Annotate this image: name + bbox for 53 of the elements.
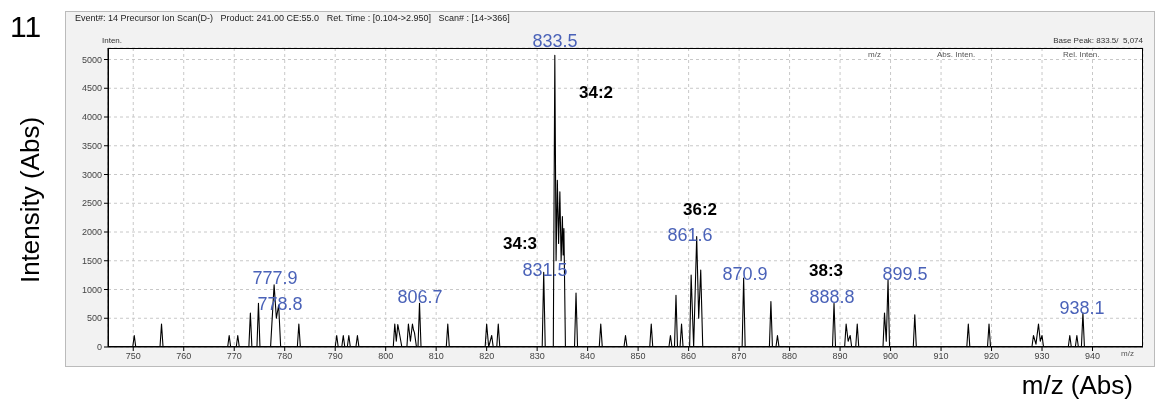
y-tick-label: 3000 (81, 169, 102, 180)
x-tick-label: 930 (1034, 351, 1050, 362)
x-tick-label: 860 (681, 351, 697, 362)
x-tick-label: 890 (832, 351, 848, 362)
annotation: 34:2 (578, 83, 614, 102)
y-tick-label: 0 (96, 342, 102, 353)
y-tick-label: 1500 (81, 255, 102, 266)
annotation: 34:3 (502, 234, 538, 253)
x-tick-label: 880 (782, 351, 798, 362)
x-tick-label: 920 (984, 351, 1000, 362)
x-tick-label: 770 (226, 351, 242, 362)
annotation: 861.6 (667, 225, 713, 245)
x-tick-label: 870 (731, 351, 747, 362)
annotation: 806.7 (397, 287, 443, 307)
x-tick-label: 900 (883, 351, 899, 362)
x-tick-label: 760 (176, 351, 192, 362)
x-tick-label: 750 (125, 351, 141, 362)
x-tick-label: 790 (327, 351, 343, 362)
text: Inten. (102, 36, 123, 45)
text: m/z (1121, 349, 1134, 358)
annotation: 38:3 (808, 261, 844, 280)
x-tick-label: 850 (630, 351, 646, 362)
x-tick-label: 910 (933, 351, 949, 362)
annotation: 777.9 (252, 268, 298, 288)
annotation: 888.8 (809, 287, 855, 307)
y-tick-label: 3500 (81, 140, 102, 151)
y-tick-label: 4000 (81, 112, 102, 123)
annotation: 833.5 (532, 31, 578, 51)
annotation: 870.9 (722, 264, 768, 284)
chart-title: Event#: 14 Precursor Ion Scan(D-) Product: 241.00 CE:55.0 Ret. Time : [0.104->2.950] Scan# : [14->366] (75, 13, 510, 23)
y-tick-label: 500 (86, 313, 102, 324)
y-axis-title: Intensity (Abs) (14, 116, 46, 284)
y-tick-label: 5000 (81, 54, 102, 65)
text: 11 (10, 10, 42, 43)
annotation: Abs. Inten. (937, 50, 976, 59)
y-tick-label: 2500 (81, 198, 102, 209)
x-tick-label: 830 (529, 351, 545, 362)
annotation: 899.5 (882, 264, 928, 284)
x-tick-label: 940 (1085, 351, 1101, 362)
annotation: 938.1 (1059, 298, 1105, 318)
annotation: m/z (868, 50, 881, 59)
y-tick-label: 2000 (81, 227, 102, 238)
x-tick-label: 800 (378, 351, 394, 362)
annotation: Rel. Inten. (1063, 50, 1100, 59)
annotation: 36:2 (682, 200, 718, 219)
x-tick-label: 840 (580, 351, 596, 362)
x-tick-label: 810 (428, 351, 444, 362)
y-tick-label: 4500 (81, 83, 102, 94)
x-axis-title: m/z (Abs) (1021, 370, 1133, 401)
text: Base Peak: 833.5/ 5,074 (1053, 36, 1143, 45)
y-tick-label: 1000 (81, 284, 102, 295)
x-tick-label: 820 (479, 351, 495, 362)
x-tick-label: 780 (277, 351, 293, 362)
